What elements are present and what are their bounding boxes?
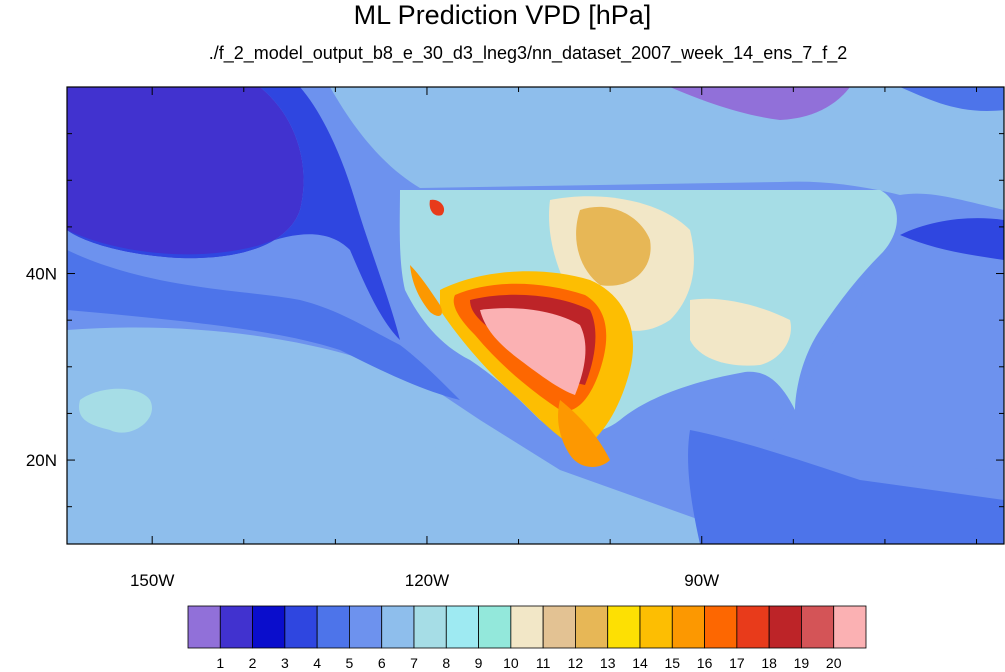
lat-tick-label: 40N bbox=[26, 265, 57, 284]
colorbar-swatch bbox=[542, 605, 576, 649]
colorbar-swatch bbox=[413, 605, 447, 649]
hudson-region bbox=[670, 87, 850, 120]
plains-orange-region bbox=[576, 206, 651, 286]
colorbar-label: 16 bbox=[697, 655, 713, 671]
longitude-axis: 150W 120W 90W bbox=[130, 87, 978, 590]
colorbar-swatch bbox=[284, 605, 318, 649]
colorbar-swatch bbox=[219, 605, 253, 649]
california-coast-region bbox=[410, 265, 442, 316]
colorbar-swatch bbox=[704, 605, 738, 649]
colorbar-swatch bbox=[801, 605, 835, 649]
ocean-west-light bbox=[67, 363, 520, 544]
colorbar-swatch bbox=[316, 605, 350, 649]
colorbar-label: 17 bbox=[729, 655, 745, 671]
pacific-dark-region bbox=[67, 87, 304, 259]
colorbar-label: 20 bbox=[826, 655, 842, 671]
colorbar-label: 3 bbox=[281, 655, 289, 671]
latitude-axis: 40N 20N bbox=[26, 86, 1004, 508]
lon-tick-label: 90W bbox=[684, 571, 719, 590]
pacific-mid-band bbox=[67, 250, 460, 400]
caribbean-region bbox=[688, 430, 1004, 544]
colorbar-label: 8 bbox=[442, 655, 450, 671]
lon-tick-label: 120W bbox=[405, 571, 449, 590]
colorbar-swatch bbox=[768, 605, 802, 649]
colorbar-label: 14 bbox=[632, 655, 648, 671]
atlantic-dark bbox=[900, 218, 1004, 260]
colorbar-swatch bbox=[349, 605, 383, 649]
colorbar-swatch bbox=[381, 605, 415, 649]
canada-region bbox=[330, 87, 1004, 210]
colorbar-swatch bbox=[833, 605, 867, 649]
mexico-south-region bbox=[558, 400, 610, 467]
colorbar-label: 11 bbox=[536, 655, 551, 671]
colorbar: 1 2 3 4 5 6 7 8 9 10 11 12 13 14 15 16 17 18 19 20 bbox=[187, 605, 867, 671]
map-subtitle: ./f_2_model_output_b8_e_30_d3_lneg3/nn_d… bbox=[208, 43, 848, 63]
colorbar-label: 1 bbox=[216, 655, 224, 671]
colorbar-swatch bbox=[671, 605, 705, 649]
colorbar-swatch bbox=[445, 605, 479, 649]
colorbar-swatch bbox=[575, 605, 609, 649]
map-plot-area bbox=[67, 87, 1004, 544]
colorbar-swatch bbox=[736, 605, 770, 649]
colorbar-swatch bbox=[252, 605, 286, 649]
colorbar-label: 6 bbox=[378, 655, 386, 671]
colorbar-swatch bbox=[607, 605, 641, 649]
lon-tick-label: 150W bbox=[130, 571, 174, 590]
colorbar-label: 15 bbox=[664, 655, 680, 671]
colorbar-label: 5 bbox=[346, 655, 354, 671]
colorbar-label: 18 bbox=[761, 655, 777, 671]
colorbar-label: 9 bbox=[475, 655, 483, 671]
colorbar-label: 19 bbox=[794, 655, 810, 671]
colorbar-swatch bbox=[478, 605, 512, 649]
colorbar-swatch bbox=[639, 605, 673, 649]
map-frame bbox=[66, 86, 1005, 545]
lat-tick-label: 20N bbox=[26, 451, 57, 470]
colorbar-label: 10 bbox=[503, 655, 519, 671]
colorbar-swatch bbox=[187, 605, 221, 649]
colorbar-label: 2 bbox=[249, 655, 257, 671]
colorbar-label: 7 bbox=[410, 655, 418, 671]
atlantic-region bbox=[760, 215, 1004, 470]
colorbar-label: 13 bbox=[600, 655, 616, 671]
pacific-northwest-region bbox=[429, 199, 445, 216]
desert-pink-region bbox=[480, 308, 586, 395]
southeast-tan-region bbox=[690, 298, 791, 366]
colorbar-label: 4 bbox=[313, 655, 321, 671]
map-title: ML Prediction VPD [hPa] bbox=[353, 0, 652, 30]
hawaii-region bbox=[79, 388, 152, 433]
pacific-dark-band bbox=[67, 87, 400, 340]
colorbar-swatch bbox=[510, 605, 544, 649]
labrador-region bbox=[900, 87, 1004, 111]
colorbar-label: 12 bbox=[568, 655, 584, 671]
